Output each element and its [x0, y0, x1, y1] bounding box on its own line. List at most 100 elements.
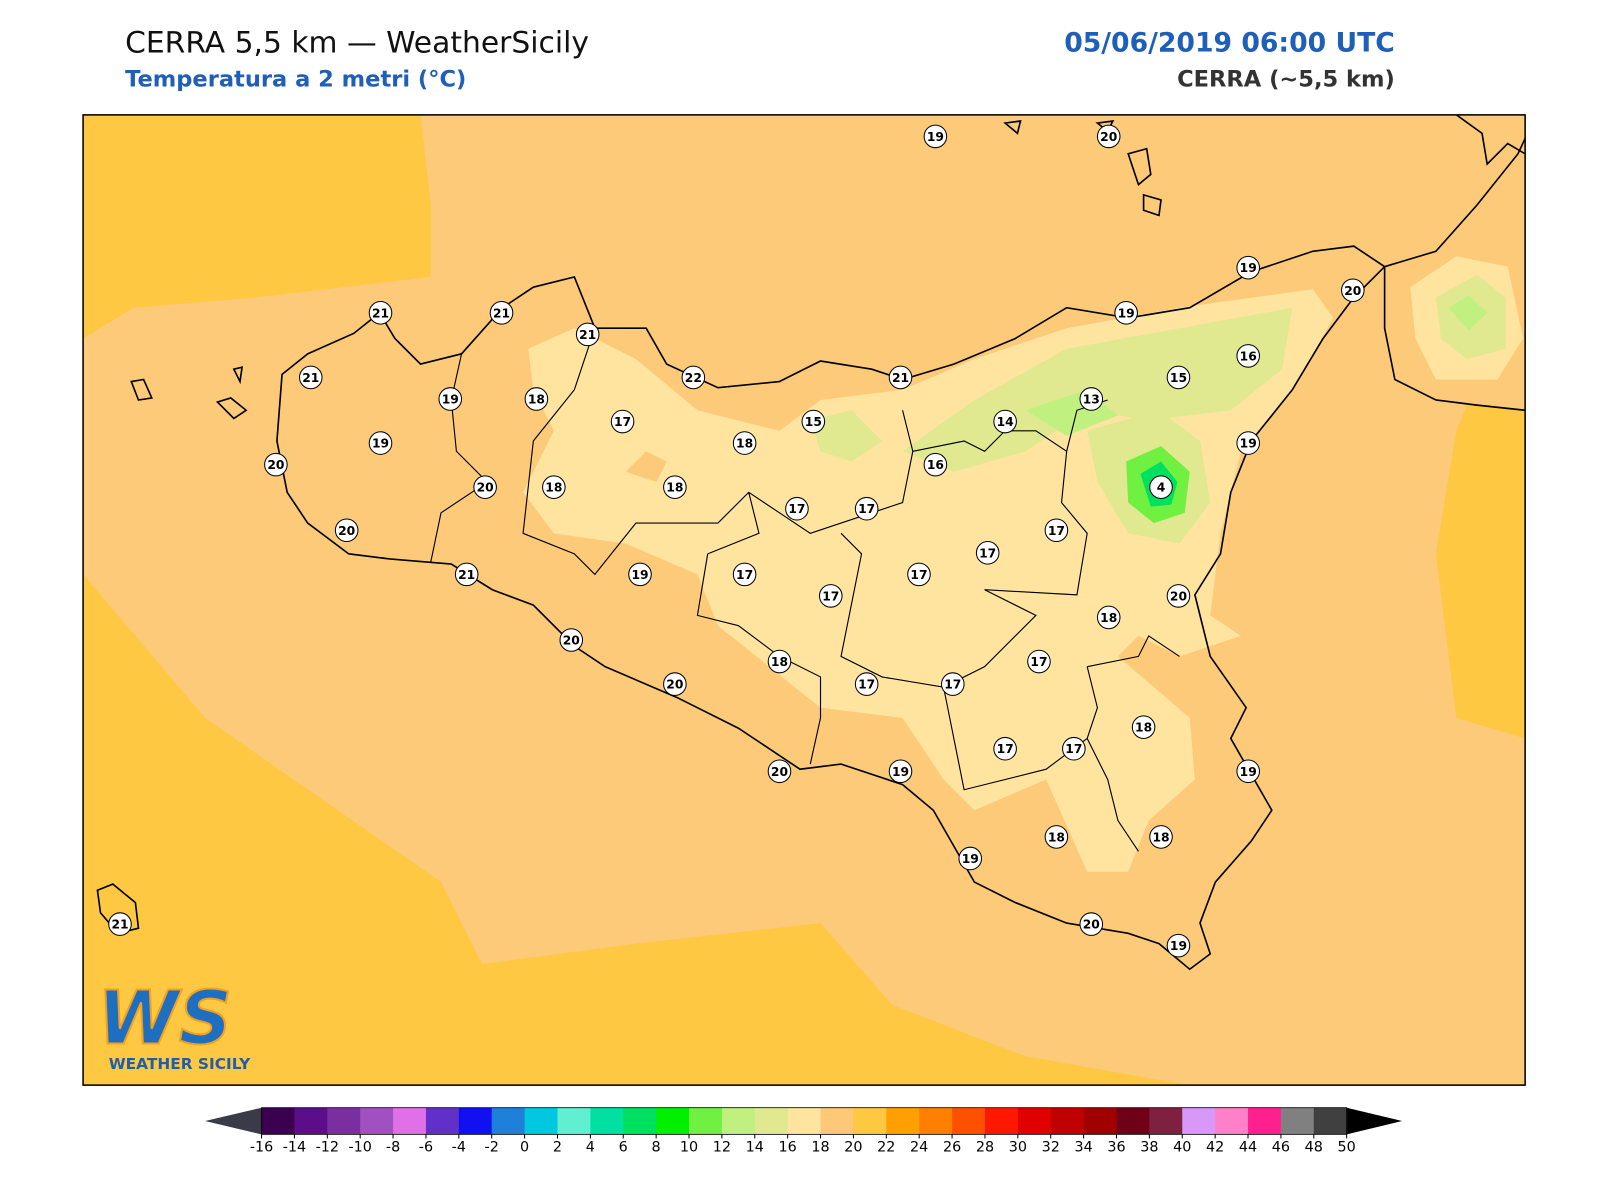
station: 15 [801, 409, 826, 434]
station: 16 [1236, 344, 1260, 368]
station-value: 15 [1170, 371, 1187, 385]
station-marker [524, 387, 549, 411]
station-marker [1027, 649, 1051, 674]
station-value: 18 [1135, 721, 1152, 735]
station: 19 [958, 846, 983, 871]
station-value: 18 [545, 481, 562, 495]
station: 20 [1079, 912, 1104, 936]
colorbar-tick-label: 50 [1338, 1140, 1356, 1156]
station-marker [1062, 736, 1086, 761]
station-marker [628, 562, 652, 587]
station-value: 20 [267, 458, 284, 472]
station-marker [888, 365, 913, 390]
station: 21 [489, 301, 514, 325]
station-value: 19 [1240, 261, 1257, 275]
station: 20 [1341, 278, 1365, 303]
title: CERRA 5,5 km — WeatherSicily [125, 26, 589, 61]
station-value: 17 [997, 742, 1014, 756]
station: 18 [542, 475, 566, 499]
station: 19 [1236, 431, 1260, 455]
station: 19 [1114, 301, 1138, 325]
station-marker [1341, 278, 1365, 303]
colorbar-tick-label: -8 [386, 1140, 400, 1156]
colorbar-segment [1248, 1107, 1282, 1135]
colorbar-tick-label: 2 [553, 1140, 562, 1156]
station-value: 21 [493, 306, 510, 320]
station-value: 17 [788, 502, 805, 516]
colorbar-segment [458, 1107, 493, 1135]
datetime: 05/06/2019 06:00 UTC [1064, 28, 1395, 59]
colorbar-tick-label: -6 [419, 1140, 433, 1156]
colorbar-segment [787, 1107, 822, 1135]
colorbar-tick-label: 46 [1272, 1140, 1290, 1156]
subtitle: Temperatura a 2 metri (°C) [125, 67, 466, 93]
colorbar-segment [1280, 1107, 1315, 1135]
station-marker [108, 912, 132, 936]
station-marker [732, 562, 757, 587]
colorbar-segment [1313, 1107, 1348, 1135]
station-value: 17 [1048, 524, 1065, 538]
coastline [96, 114, 1526, 971]
station-value: 16 [927, 458, 944, 472]
station: 19 [438, 387, 463, 411]
station-value: 18 [736, 437, 753, 451]
station: 21 [888, 365, 913, 390]
station-marker [438, 387, 463, 411]
station: 17 [993, 736, 1017, 761]
station: 21 [575, 322, 600, 347]
station-marker [1044, 518, 1069, 543]
station-marker [473, 475, 497, 499]
station: 18 [1149, 825, 1173, 849]
station: 18 [524, 387, 549, 411]
station-marker [1131, 715, 1156, 739]
station-value: 17 [736, 568, 753, 582]
station-value: 20 [1170, 589, 1187, 603]
colorbar-tick-label: 16 [779, 1140, 797, 1156]
station-value: 17 [1065, 742, 1082, 756]
source: CERRA (~5,5 km) [1177, 67, 1395, 93]
colorbar-tick-label: 10 [680, 1140, 698, 1156]
station-value: 19 [631, 568, 648, 582]
station: 17 [818, 584, 843, 608]
colorbar-segment [820, 1107, 854, 1135]
station-marker [334, 518, 359, 543]
colorbar-segment [327, 1107, 361, 1135]
station-marker [854, 672, 879, 696]
station-value: 13 [1083, 393, 1100, 407]
colorbar-under [205, 1107, 262, 1135]
station-marker [454, 562, 479, 587]
station: 14 [993, 409, 1017, 434]
colorbar-segment [1083, 1107, 1118, 1135]
station-marker [1044, 825, 1069, 849]
station: 20 [663, 672, 687, 696]
station: 20 [334, 518, 359, 543]
station-value: 14 [997, 415, 1014, 429]
station-marker [941, 672, 965, 696]
station-value: 17 [822, 589, 839, 603]
field-18-20 [625, 451, 667, 483]
colorbar-tick-label: 6 [619, 1140, 628, 1156]
station-value: 20 [477, 481, 494, 495]
station: 17 [854, 672, 879, 696]
station-value: 20 [1083, 918, 1100, 932]
colorbar-tick-label: 36 [1107, 1140, 1125, 1156]
station-value: 17 [858, 502, 875, 516]
colorbar-tick-label: 8 [652, 1140, 661, 1156]
station: 22 [681, 365, 706, 390]
station: 16 [923, 452, 948, 477]
field-12-14 [1448, 295, 1488, 331]
colorbar-segment [1017, 1107, 1052, 1135]
station-value: 22 [685, 371, 702, 385]
station-marker [1079, 912, 1104, 936]
station-marker [818, 584, 843, 608]
station-value: 19 [1118, 306, 1135, 320]
station: 20 [1096, 124, 1121, 149]
station-value: 20 [666, 678, 683, 692]
colorbar-tick-label: 24 [910, 1140, 928, 1156]
map-frame [82, 114, 1526, 1086]
station-value: 18 [1100, 611, 1117, 625]
station-marker [975, 541, 1000, 565]
colorbar: -16 -14 -12 -10 -8 -6 -4 -2 0 2 4 6 8 10 12 14 16 18 20 22 2… [205, 1107, 1403, 1156]
colorbar-segment [1215, 1107, 1249, 1135]
